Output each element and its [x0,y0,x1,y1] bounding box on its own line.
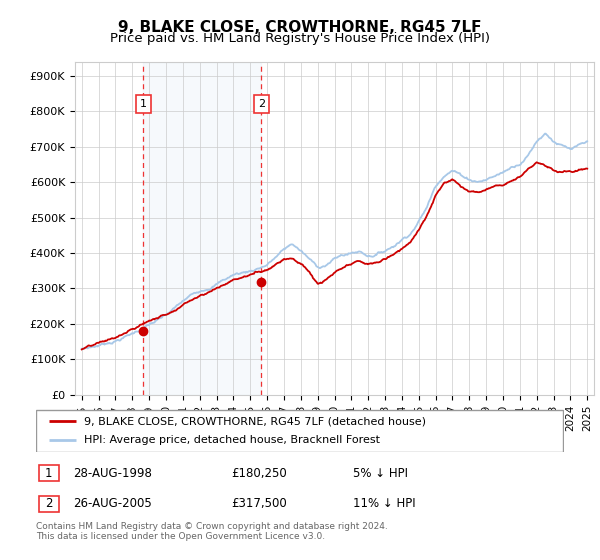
Text: 28-AUG-1998: 28-AUG-1998 [73,466,152,479]
Text: 1: 1 [45,466,52,479]
FancyBboxPatch shape [36,410,563,451]
Text: 1: 1 [140,99,147,109]
Text: £317,500: £317,500 [232,497,287,510]
Bar [143,62,261,395]
FancyBboxPatch shape [38,465,59,481]
Text: 9, BLAKE CLOSE, CROWTHORNE, RG45 7LF: 9, BLAKE CLOSE, CROWTHORNE, RG45 7LF [118,20,482,35]
Text: Contains HM Land Registry data © Crown copyright and database right 2024.
This d: Contains HM Land Registry data © Crown c… [36,522,388,542]
Text: 11% ↓ HPI: 11% ↓ HPI [353,497,415,510]
Text: Price paid vs. HM Land Registry's House Price Index (HPI): Price paid vs. HM Land Registry's House … [110,32,490,45]
Text: £180,250: £180,250 [232,466,287,479]
Text: 9, BLAKE CLOSE, CROWTHORNE, RG45 7LF (detached house): 9, BLAKE CLOSE, CROWTHORNE, RG45 7LF (de… [83,416,425,426]
Text: HPI: Average price, detached house, Bracknell Forest: HPI: Average price, detached house, Brac… [83,435,380,445]
FancyBboxPatch shape [38,496,59,512]
Text: 2: 2 [45,497,52,510]
Text: 5% ↓ HPI: 5% ↓ HPI [353,466,408,479]
Text: 2: 2 [257,99,265,109]
Text: 26-AUG-2005: 26-AUG-2005 [73,497,152,510]
